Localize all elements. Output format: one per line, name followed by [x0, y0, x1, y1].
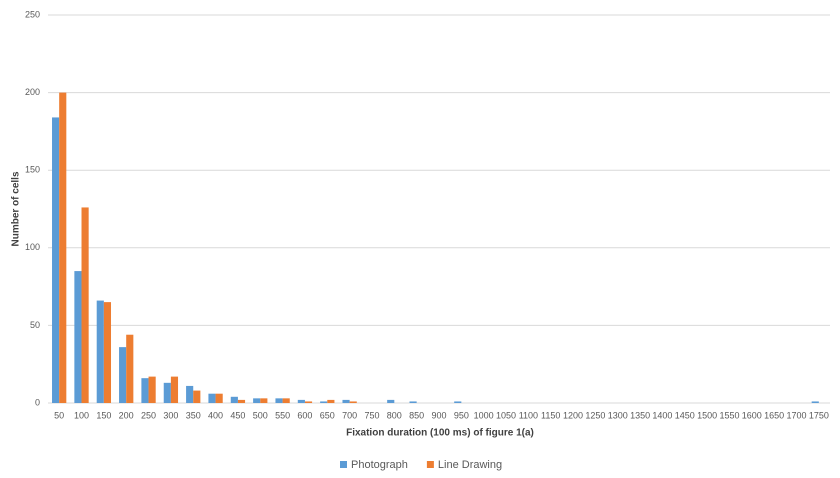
x-tick-label: 1550 [719, 410, 739, 420]
y-tick-label: 200 [25, 87, 40, 97]
x-tick-label: 150 [96, 410, 111, 420]
bar [454, 401, 462, 403]
bar [811, 401, 819, 403]
x-tick-label: 1100 [519, 410, 538, 420]
bar [59, 92, 67, 403]
x-tick-label: 1650 [764, 410, 784, 420]
x-tick-label: 1200 [563, 410, 583, 420]
bar [237, 399, 246, 403]
bar [342, 399, 350, 403]
bar [253, 398, 261, 403]
x-tick-label: 450 [230, 410, 245, 420]
x-tick-label: 1400 [652, 410, 672, 420]
bar [126, 334, 134, 403]
bar [349, 401, 357, 403]
x-tick-label: 1600 [742, 410, 762, 420]
bar [186, 385, 194, 403]
bar [275, 398, 283, 403]
x-tick-label: 700 [342, 410, 357, 420]
y-tick-label: 100 [25, 242, 40, 252]
x-tick-label: 650 [320, 410, 335, 420]
x-tick-label: 1350 [630, 410, 650, 420]
legend-label: Photograph [351, 459, 408, 471]
x-tick-label: 1450 [675, 410, 695, 420]
bar [52, 117, 60, 403]
x-tick-label: 900 [431, 410, 446, 420]
bar [208, 393, 216, 403]
bar [103, 302, 112, 403]
y-tick-label: 150 [25, 165, 40, 175]
bar [141, 378, 149, 403]
x-tick-label: 1750 [809, 410, 829, 420]
x-tick-label: 1250 [585, 410, 605, 420]
bar [119, 347, 127, 403]
x-tick-label: 250 [141, 410, 156, 420]
y-axis-title: Number of cells [11, 171, 22, 246]
bar [320, 401, 328, 403]
x-tick-label: 850 [409, 410, 424, 420]
legend-swatch [426, 461, 434, 468]
y-tick-label: 50 [30, 320, 40, 330]
x-tick-label: 1050 [496, 410, 516, 420]
y-tick-label: 250 [25, 9, 40, 19]
x-tick-label: 300 [163, 410, 178, 420]
x-tick-label: 400 [208, 410, 223, 420]
x-tick-label: 50 [54, 410, 64, 420]
legend-swatch [340, 461, 347, 468]
bar [387, 399, 395, 403]
y-tick-label: 0 [35, 397, 40, 407]
x-tick-label: 550 [275, 410, 290, 420]
bar [409, 401, 417, 403]
bar [148, 376, 156, 403]
bar [215, 393, 223, 403]
x-tick-label: 950 [454, 410, 469, 420]
bar [163, 382, 171, 403]
x-tick-label: 750 [364, 410, 379, 420]
x-tick-label: 1000 [474, 410, 494, 420]
bar [170, 376, 179, 403]
x-axis-title: Fixation duration (100 ms) of figure 1(a… [346, 428, 534, 439]
bar [327, 399, 335, 403]
x-tick-label: 1700 [786, 410, 806, 420]
bar [81, 207, 89, 403]
x-tick-label: 100 [74, 410, 89, 420]
x-tick-label: 350 [186, 410, 201, 420]
bar [230, 396, 238, 403]
x-tick-label: 600 [297, 410, 312, 420]
x-tick-label: 1150 [541, 410, 560, 420]
bar [96, 300, 104, 403]
bar [74, 271, 82, 403]
x-tick-label: 800 [387, 410, 402, 420]
bar [304, 401, 313, 403]
bar [193, 390, 201, 403]
x-tick-label: 500 [253, 410, 268, 420]
x-tick-label: 200 [119, 410, 134, 420]
legend-label: Line Drawing [438, 459, 502, 471]
bar [297, 399, 305, 403]
x-tick-label: 1500 [697, 410, 717, 420]
bar [282, 398, 290, 403]
bar [260, 398, 268, 403]
x-tick-label: 1300 [608, 410, 628, 420]
